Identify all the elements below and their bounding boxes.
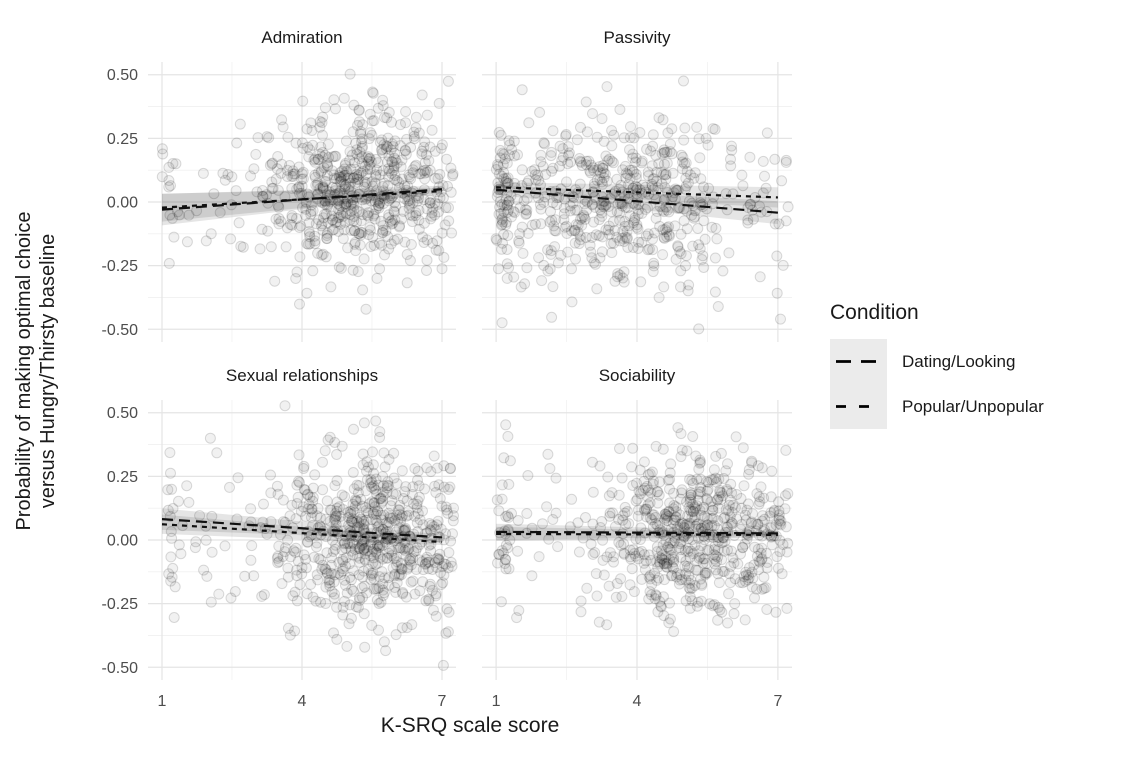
svg-text:1: 1 xyxy=(492,693,501,710)
legend-item-dating-looking: Dating/Looking xyxy=(830,339,1044,384)
longdash-line-sample-icon xyxy=(830,339,887,384)
svg-text:7: 7 xyxy=(773,693,782,710)
scatter-points xyxy=(491,419,794,638)
svg-text:0.25: 0.25 xyxy=(107,469,138,486)
trend-line xyxy=(161,518,443,539)
y-axis-title-line1: Probability of making optimal choice xyxy=(13,211,35,531)
legend-label-dating-looking: Dating/Looking xyxy=(902,351,1016,371)
dash-line-sample-icon xyxy=(830,384,887,429)
legend: Condition Dating/Looking Popular/Unpopul… xyxy=(830,300,1044,429)
facet-title-sexual-relationships: Sexual relationships xyxy=(225,366,379,385)
trend-line xyxy=(496,532,778,537)
svg-text:-0.50: -0.50 xyxy=(102,322,139,339)
svg-text:1: 1 xyxy=(158,693,167,710)
scatter-points xyxy=(162,400,459,671)
svg-text:4: 4 xyxy=(633,693,642,710)
trend-line xyxy=(496,188,778,214)
legend-title: Condition xyxy=(830,301,919,324)
trend-line xyxy=(161,523,443,544)
trend-line xyxy=(496,186,778,199)
svg-text:0.00: 0.00 xyxy=(107,533,138,550)
svg-text:0.50: 0.50 xyxy=(107,67,138,84)
svg-text:0.00: 0.00 xyxy=(107,195,138,212)
svg-text:0.25: 0.25 xyxy=(107,131,138,148)
svg-text:7: 7 xyxy=(438,693,447,710)
confidence-ribbon xyxy=(496,182,778,208)
legend-label-popular-unpopular: Popular/Unpopular xyxy=(902,396,1044,416)
facet-title-passivity: Passivity xyxy=(603,28,671,47)
y-axis-title: Probability of making optimal choice vers… xyxy=(12,48,60,694)
trend-line xyxy=(161,189,443,209)
svg-text:-0.50: -0.50 xyxy=(102,660,139,677)
y-axis-title-line2: versus Hungry/Thirsty baseline xyxy=(37,233,59,509)
svg-text:-0.25: -0.25 xyxy=(102,258,139,275)
facet-title-sociability: Sociability xyxy=(598,366,676,385)
legend-item-popular-unpopular: Popular/Unpopular xyxy=(830,384,1044,429)
svg-text:0.50: 0.50 xyxy=(107,405,138,422)
svg-text:4: 4 xyxy=(298,693,307,710)
svg-text:-0.25: -0.25 xyxy=(102,596,139,613)
trend-line xyxy=(496,530,778,535)
scatter-points xyxy=(156,68,459,315)
facet-title-admiration: Admiration xyxy=(261,28,343,47)
x-axis-title: K-SRQ scale score xyxy=(380,714,560,737)
